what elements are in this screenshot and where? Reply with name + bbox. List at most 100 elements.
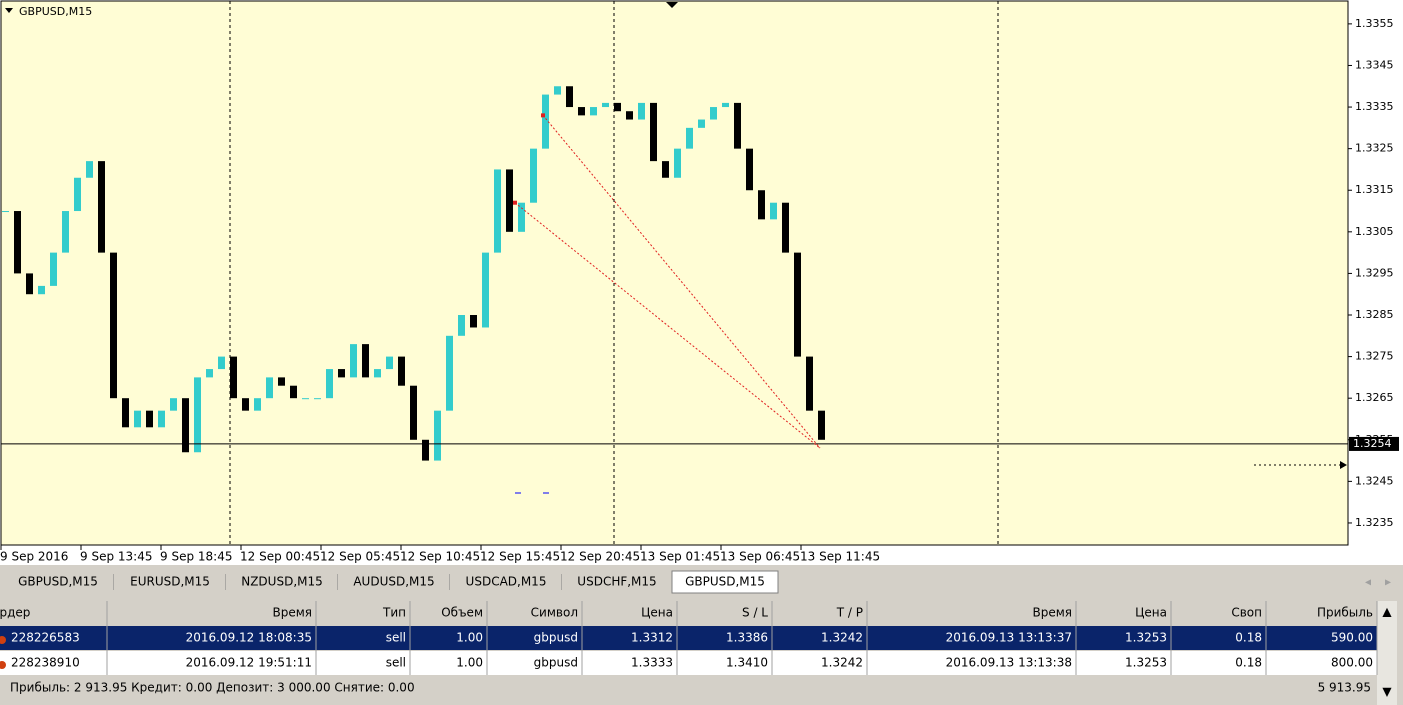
cell: 1.3386	[726, 631, 768, 645]
candle	[446, 335, 453, 411]
candle	[770, 202, 777, 220]
candle	[122, 398, 129, 428]
cell: 0.18	[1235, 631, 1262, 645]
candle	[434, 410, 441, 461]
candle	[98, 161, 105, 253]
column-header[interactable]: Прибыль	[1317, 606, 1373, 620]
column-header[interactable]: S / L	[742, 606, 768, 620]
candle	[470, 315, 477, 328]
y-tick-label: 1.3265	[1355, 391, 1394, 404]
candle	[578, 107, 585, 116]
candle	[494, 169, 501, 253]
candle	[158, 410, 165, 428]
cell: 800.00	[1331, 656, 1373, 670]
candle	[482, 252, 489, 328]
cell: 1.3253	[1125, 656, 1167, 670]
scroll-up[interactable]: ▲	[1382, 605, 1392, 619]
footer-summary: Прибыль: 2 913.95 Кредит: 0.00 Депозит: …	[10, 681, 415, 695]
tab-label[interactable]: USDCAD,M15	[466, 575, 547, 589]
candle	[314, 398, 321, 400]
tab[interactable]	[450, 571, 562, 593]
tab[interactable]	[338, 571, 450, 593]
cell: 2016.09.12 18:08:35	[186, 631, 312, 645]
y-tick-label: 1.3245	[1355, 474, 1394, 487]
symbol-label: GBPUSD,M15	[19, 5, 92, 18]
cell: sell	[386, 656, 406, 670]
candle	[794, 252, 801, 357]
candle	[818, 410, 825, 440]
candle	[146, 410, 153, 428]
trade-line	[542, 115, 821, 449]
candle	[362, 344, 369, 378]
column-header[interactable]: Тип	[382, 606, 406, 620]
x-tick-label: 12 Sep 20:45	[560, 550, 640, 564]
candle	[86, 161, 93, 178]
y-tick-label: 1.3295	[1355, 266, 1394, 279]
column-header[interactable]: Время	[272, 606, 312, 620]
tab-active[interactable]	[671, 570, 779, 594]
scrollbar[interactable]	[1377, 601, 1397, 705]
candle	[230, 356, 237, 399]
tab[interactable]	[226, 571, 338, 593]
candle	[734, 102, 741, 149]
candle	[530, 148, 537, 203]
cell: sell	[386, 631, 406, 645]
cell: 1.00	[456, 631, 483, 645]
x-tick-label: 12 Sep 00:45	[240, 550, 320, 564]
table-header	[0, 601, 1377, 625]
cell: 590.00	[1331, 631, 1373, 645]
x-tick-label: 13 Sep 11:45	[800, 550, 880, 564]
column-header[interactable]: Ордер	[0, 606, 30, 620]
tab-label[interactable]: GBPUSD,M15	[685, 575, 765, 589]
candle	[686, 127, 693, 149]
candle	[302, 398, 309, 400]
order-icon	[0, 661, 6, 669]
cell: 2016.09.12 19:51:11	[186, 656, 312, 670]
candle	[422, 439, 429, 461]
footer-total: 5 913.95	[1318, 681, 1371, 695]
cell: 1.3410	[726, 656, 768, 670]
column-header[interactable]: Своп	[1231, 606, 1262, 620]
y-tick-label: 1.3335	[1355, 100, 1394, 113]
candle	[746, 148, 753, 191]
tab[interactable]	[562, 571, 672, 593]
candle	[758, 190, 765, 220]
column-header[interactable]: Символ	[531, 606, 578, 620]
column-header[interactable]: T / P	[836, 606, 863, 620]
column-header[interactable]: Время	[1032, 606, 1072, 620]
tab-label[interactable]: EURUSD,M15	[130, 575, 210, 589]
order-icon	[0, 636, 6, 644]
candle	[2, 211, 9, 213]
candle	[782, 202, 789, 253]
candle	[194, 377, 201, 453]
shift-arrow	[1340, 461, 1347, 469]
column-header[interactable]: Цена	[641, 606, 673, 620]
tab[interactable]	[114, 571, 226, 593]
cell: 2016.09.13 13:13:37	[946, 631, 1072, 645]
cell: 2016.09.13 13:13:38	[946, 656, 1072, 670]
candle	[170, 398, 177, 411]
x-tick-label: 9 Sep 2016	[0, 550, 68, 564]
candle	[650, 102, 657, 162]
column-header[interactable]: Цена	[1135, 606, 1167, 620]
cell: 228226583	[11, 631, 80, 645]
tab-label[interactable]: NZDUSD,M15	[241, 575, 323, 589]
trade-entry	[513, 200, 517, 205]
tab-label[interactable]: GBPUSD,M15	[18, 575, 98, 589]
tab-scroll-left[interactable]: ◂	[1365, 575, 1371, 589]
row-selected[interactable]	[0, 626, 1377, 650]
bid-box	[1349, 436, 1399, 451]
tab-scroll-right[interactable]: ▸	[1385, 575, 1391, 589]
cell: 0.18	[1235, 656, 1262, 670]
column-header[interactable]: Объем	[441, 606, 483, 620]
row[interactable]	[0, 651, 1377, 675]
tab[interactable]	[2, 571, 114, 593]
tab-label[interactable]: USDCHF,M15	[577, 575, 656, 589]
candle	[410, 385, 417, 440]
tab-label[interactable]: AUDUSD,M15	[353, 575, 434, 589]
scroll-down[interactable]: ▼	[1382, 685, 1392, 699]
candle	[110, 252, 117, 399]
candle	[38, 285, 45, 295]
cell: 1.3333	[631, 656, 673, 670]
